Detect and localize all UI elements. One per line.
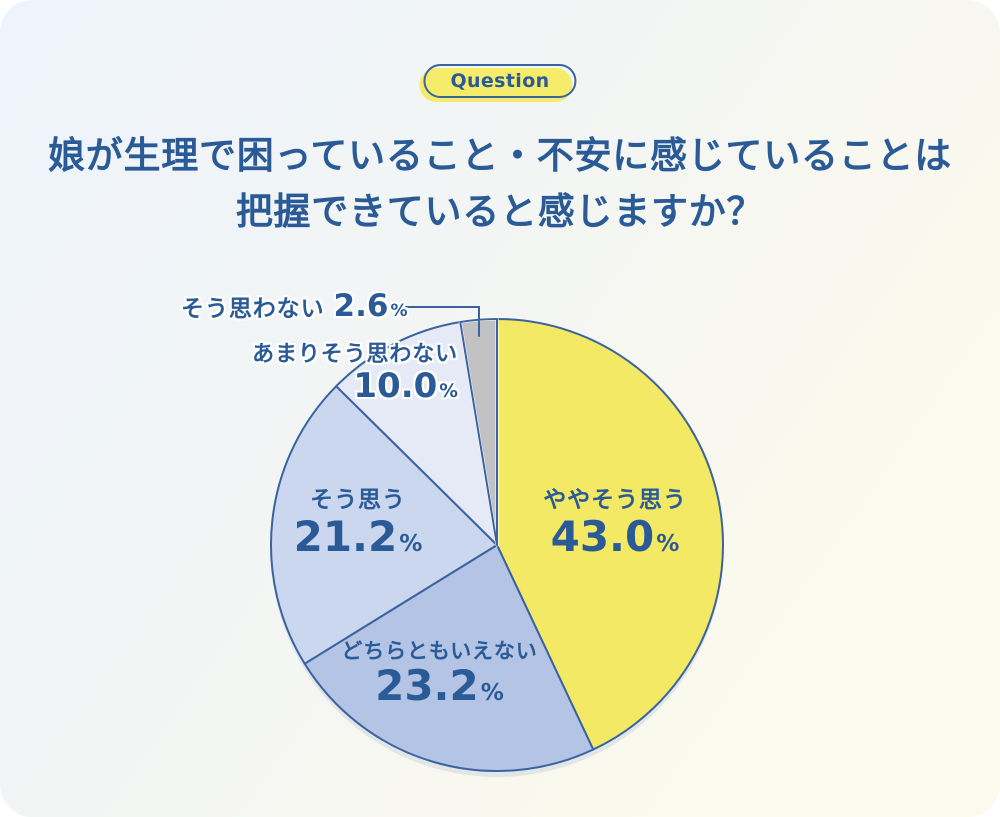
question-badge: Question bbox=[423, 64, 577, 98]
slice-name: どちらともいえない bbox=[341, 639, 538, 663]
percent-sign: % bbox=[390, 301, 408, 321]
slice-label-amari-sou-omowanai: あまりそう思わない 10.0% bbox=[238, 341, 458, 404]
pie-slice-0 bbox=[496, 318, 724, 751]
slice-name: そう思わない bbox=[181, 296, 325, 322]
slice-name: ややそう思う bbox=[543, 487, 687, 513]
chart-title: 娘が生理で困っていること・不安に感じていることは 把握できていると感じますか？ bbox=[0, 128, 1000, 239]
slice-name: あまりそう思わない bbox=[252, 342, 458, 367]
slice-label-sou-omowanai: そう思わない 2.6% bbox=[181, 290, 408, 324]
callout-leader-line bbox=[402, 306, 480, 337]
percent-sign: % bbox=[399, 530, 423, 557]
question-badge-label: Question bbox=[450, 70, 550, 92]
slice-value: 2.6% bbox=[333, 288, 408, 324]
percent-sign: % bbox=[480, 680, 504, 707]
chart-title-line2: 把握できていると感じますか？ bbox=[235, 189, 765, 233]
percent-sign: % bbox=[656, 530, 680, 557]
slice-value: 23.2% bbox=[375, 661, 504, 711]
pie-slice-3 bbox=[335, 321, 498, 546]
chart-title-line1: 娘が生理で困っていること・不安に感じていることは bbox=[48, 134, 952, 177]
pie-slice-1 bbox=[303, 544, 595, 772]
slice-value: 21.2% bbox=[293, 511, 423, 561]
percent-sign: % bbox=[439, 380, 458, 402]
slice-label-dochiratomo-ienai: どちらともいえない 23.2% bbox=[327, 638, 552, 708]
slice-label-sou-omou: そう思う 21.2% bbox=[262, 486, 454, 559]
pie-boundary-line bbox=[459, 321, 498, 546]
slice-value: 43.0% bbox=[550, 511, 680, 561]
question-badge-pill: Question bbox=[423, 64, 577, 98]
slice-value: 10.0% bbox=[353, 365, 458, 406]
slice-label-yaya-sou-omou: ややそう思う 43.0% bbox=[505, 486, 725, 559]
slice-name: そう思う bbox=[310, 487, 406, 513]
pie-slice-2 bbox=[270, 385, 498, 665]
